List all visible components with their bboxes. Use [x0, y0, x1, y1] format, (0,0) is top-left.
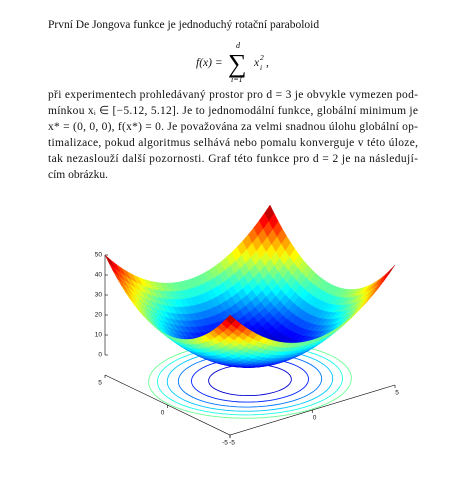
- text-line: timalizace, pokud algoritmus selhává neb…: [48, 137, 418, 149]
- x-tick-label: 0: [313, 415, 317, 422]
- formula-upper: d: [236, 41, 241, 50]
- text-line: tak nezaslouží další pozornosti. Graf té…: [48, 153, 418, 165]
- y-tick-label: 5: [98, 380, 102, 387]
- text-line: při experimentech prohledávaný prostor p…: [48, 89, 418, 101]
- formula-sum: ∑: [228, 49, 247, 78]
- text-line: mínkou xᵢ ∈ [−5.12, 5.12]. Je to jednomo…: [48, 105, 418, 117]
- formula: f(x) = ∑ d i=1 x i 2 ,: [196, 41, 269, 84]
- paragraph: První De Jongova funkce je jednoduchý ro…: [48, 19, 319, 31]
- formula-sup: 2: [260, 53, 264, 62]
- z-tick-label: 10: [95, 332, 103, 339]
- text-line: cím obrázku.: [48, 169, 108, 181]
- formula-term: x: [253, 57, 260, 69]
- x-tick-label: 5: [395, 390, 399, 397]
- x-tick-label: -5: [229, 440, 235, 447]
- formula-sub: i: [260, 63, 262, 72]
- paragraph: při experimentech prohledávaný prostor p…: [48, 89, 418, 181]
- formula-lower: i=1: [231, 75, 243, 84]
- surface-patch: [385, 264, 396, 278]
- text-line: x* = (0, 0, 0), f(x*) = 0. Je považována…: [48, 121, 418, 133]
- surface-patch: [225, 314, 236, 325]
- z-tick-label: 30: [95, 292, 103, 299]
- contour: [208, 363, 292, 397]
- z-tick-label: 40: [95, 272, 103, 279]
- y-tick-label: 0: [161, 410, 165, 417]
- figure: 0 10 20 30 40 50 -5 0 5 -5 0 5: [95, 204, 399, 447]
- y-tick-label: -5: [222, 440, 228, 447]
- z-tick-label: 50: [95, 252, 103, 259]
- formula-end: ,: [266, 57, 269, 69]
- z-tick-label: 20: [95, 312, 103, 319]
- formula-lhs: f(x) =: [196, 57, 223, 69]
- z-tick-label: 0: [98, 352, 102, 359]
- surface-patch: [104, 254, 115, 269]
